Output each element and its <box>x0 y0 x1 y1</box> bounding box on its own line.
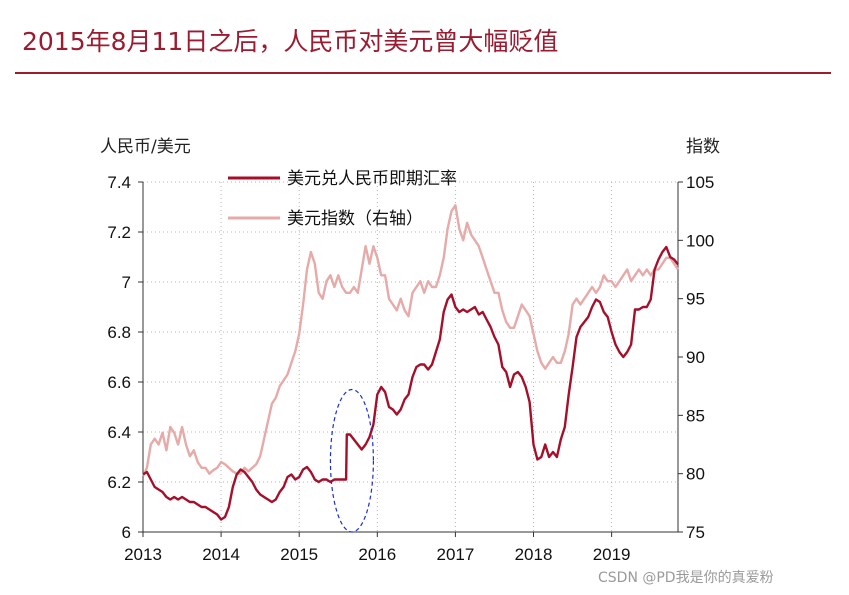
right-axis-title: 指数 <box>686 137 720 157</box>
x-tick-label: 2016 <box>358 545 396 564</box>
right-tick-label: 80 <box>686 465 705 484</box>
chart-title: 2015年8月11日之后，人民币对美元曾大幅贬值 <box>22 27 559 56</box>
left-tick-label: 6.2 <box>107 473 131 492</box>
left-axis-title: 人民币/美元 <box>100 137 191 157</box>
left-tick-label: 6 <box>122 523 131 542</box>
left-tick-label: 7.4 <box>107 173 131 192</box>
series-group <box>141 204 679 521</box>
right-tick-label: 100 <box>686 231 714 250</box>
watermark-text: CSDN @PD我是你的真爱粉 <box>598 570 774 586</box>
x-tick-label: 2018 <box>515 545 553 564</box>
right-tick-label: 95 <box>686 290 705 309</box>
left-tick-label: 7.2 <box>107 223 131 242</box>
left-tick-label: 6.4 <box>107 423 131 442</box>
left-tick-label: 6.8 <box>107 323 131 342</box>
title-divider <box>15 72 831 74</box>
grid-lines <box>143 181 678 532</box>
left-tick-label: 7 <box>122 273 131 292</box>
x-tick-label: 2019 <box>593 545 631 564</box>
right-tick-label: 105 <box>686 173 714 192</box>
series-line-dxy <box>141 204 679 477</box>
annotation <box>329 388 375 533</box>
right-tick-label: 90 <box>686 348 705 367</box>
x-axis-ticks: 2013 2014 2015 2016 2017 2018 2019 <box>124 532 631 564</box>
x-tick-label: 2013 <box>124 545 162 564</box>
left-axis-ticks: 6 6.2 6.4 6.6 6.8 7 7.2 7.4 <box>107 173 143 542</box>
x-tick-label: 2014 <box>202 545 240 564</box>
series-line-usdcny <box>142 245 679 521</box>
axes <box>142 182 679 533</box>
right-tick-label: 75 <box>686 523 705 542</box>
right-tick-label: 85 <box>686 406 705 425</box>
legend-label-0: 美元兑人民币即期汇率 <box>287 169 457 189</box>
x-tick-label: 2015 <box>280 545 318 564</box>
x-tick-label: 2017 <box>436 545 474 564</box>
legend-label-1: 美元指数（右轴） <box>287 209 423 229</box>
right-axis-ticks: 75 80 85 90 95 100 105 <box>678 173 714 542</box>
dashed-ellipse-annotation <box>329 388 375 533</box>
left-tick-label: 6.6 <box>107 373 131 392</box>
